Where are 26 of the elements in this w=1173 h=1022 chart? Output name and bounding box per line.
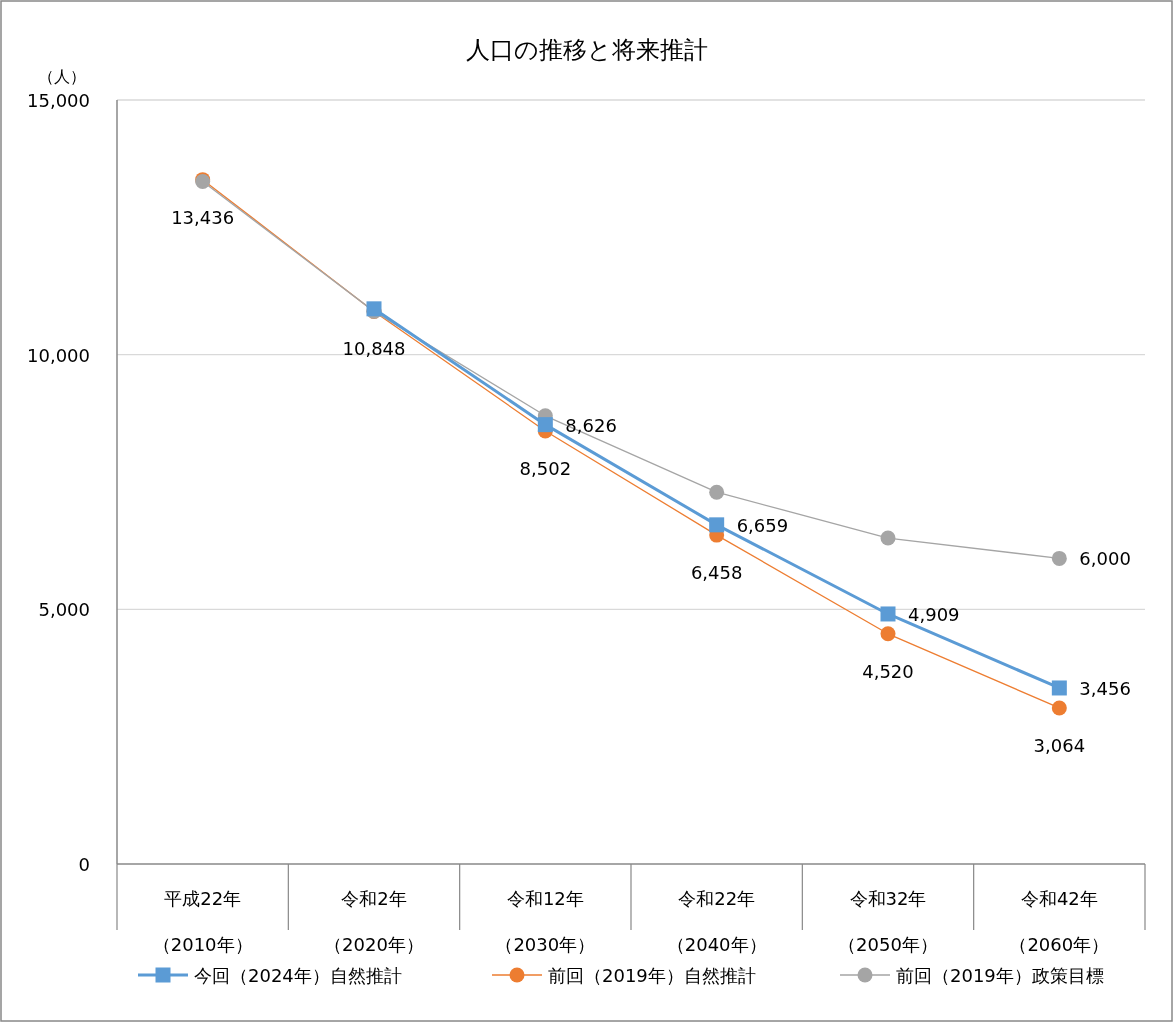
data-label: 8,502 xyxy=(519,457,572,479)
y-axis-title: （人） xyxy=(38,67,86,86)
category-label: 平成22年（2010年） xyxy=(152,888,253,955)
category-label: 令和22年（2040年） xyxy=(666,888,767,955)
legend-label: 前回（2019年）政策目標 xyxy=(896,965,1104,986)
data-label: 10,848 xyxy=(342,338,406,360)
y-tick-label: 15,000 xyxy=(27,90,90,111)
legend-label: 前回（2019年）自然推計 xyxy=(548,965,756,986)
data-label: 3,064 xyxy=(1033,734,1086,756)
y-tick-label: 10,000 xyxy=(27,344,90,366)
category-label: 令和42年（2060年） xyxy=(1009,888,1110,955)
data-label: 13,436 xyxy=(171,206,235,228)
legend-label: 今回（2024年）自然推計 xyxy=(194,965,402,986)
data-label: 6,458 xyxy=(690,562,743,584)
category-label: 令和12年（2030年） xyxy=(495,888,596,955)
y-tick-label: 0 xyxy=(78,854,90,875)
y-tick-label: 5,000 xyxy=(38,599,90,621)
data-label: 3,456 xyxy=(1079,677,1131,699)
category-label: 令和2年（2020年） xyxy=(324,888,424,955)
data-label: 6,000 xyxy=(1079,548,1131,570)
data-label: 4,909 xyxy=(908,603,960,625)
category-label: 令和32年（2050年） xyxy=(838,888,938,955)
data-label: 4,520 xyxy=(862,660,914,682)
data-label: 6,659 xyxy=(736,514,789,536)
data-label: 8,626 xyxy=(565,414,617,436)
chart-title: 人口の推移と将来推計 xyxy=(465,36,708,64)
